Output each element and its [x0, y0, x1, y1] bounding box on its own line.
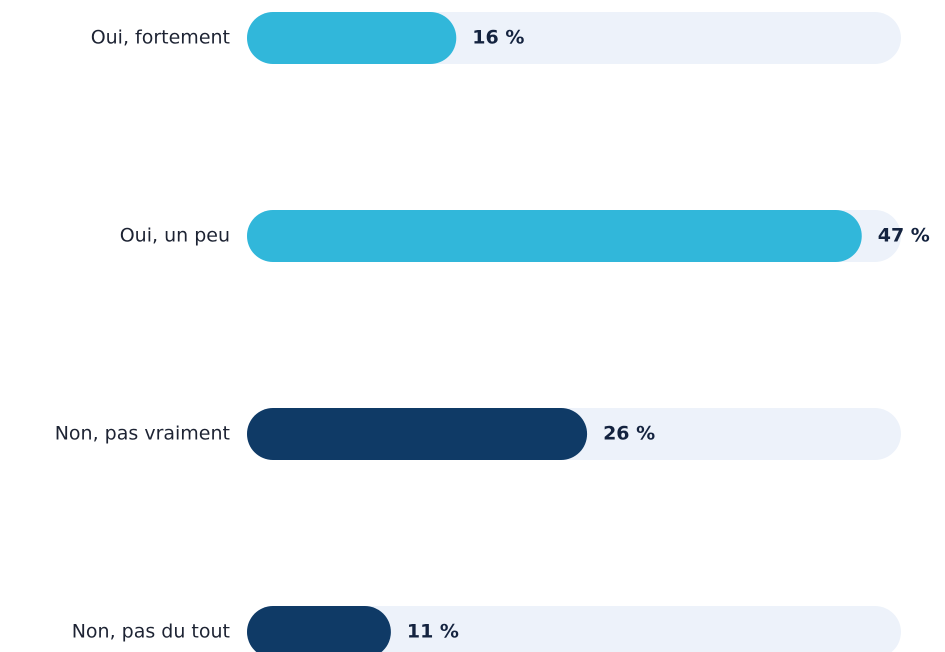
bar-track: [247, 606, 901, 652]
value-label: 26 %: [603, 423, 655, 445]
bar: [247, 210, 862, 262]
category-label: Oui, fortement: [91, 27, 230, 49]
category-label: Non, pas vraiment: [55, 423, 230, 445]
category-label: Non, pas du tout: [72, 621, 230, 643]
category-label: Oui, un peu: [120, 225, 230, 247]
value-label: 16 %: [472, 27, 524, 49]
bar: [247, 606, 391, 652]
bar: [247, 408, 588, 460]
value-label: 11 %: [407, 621, 459, 643]
bar: [247, 12, 457, 64]
value-label: 47 %: [878, 225, 930, 247]
